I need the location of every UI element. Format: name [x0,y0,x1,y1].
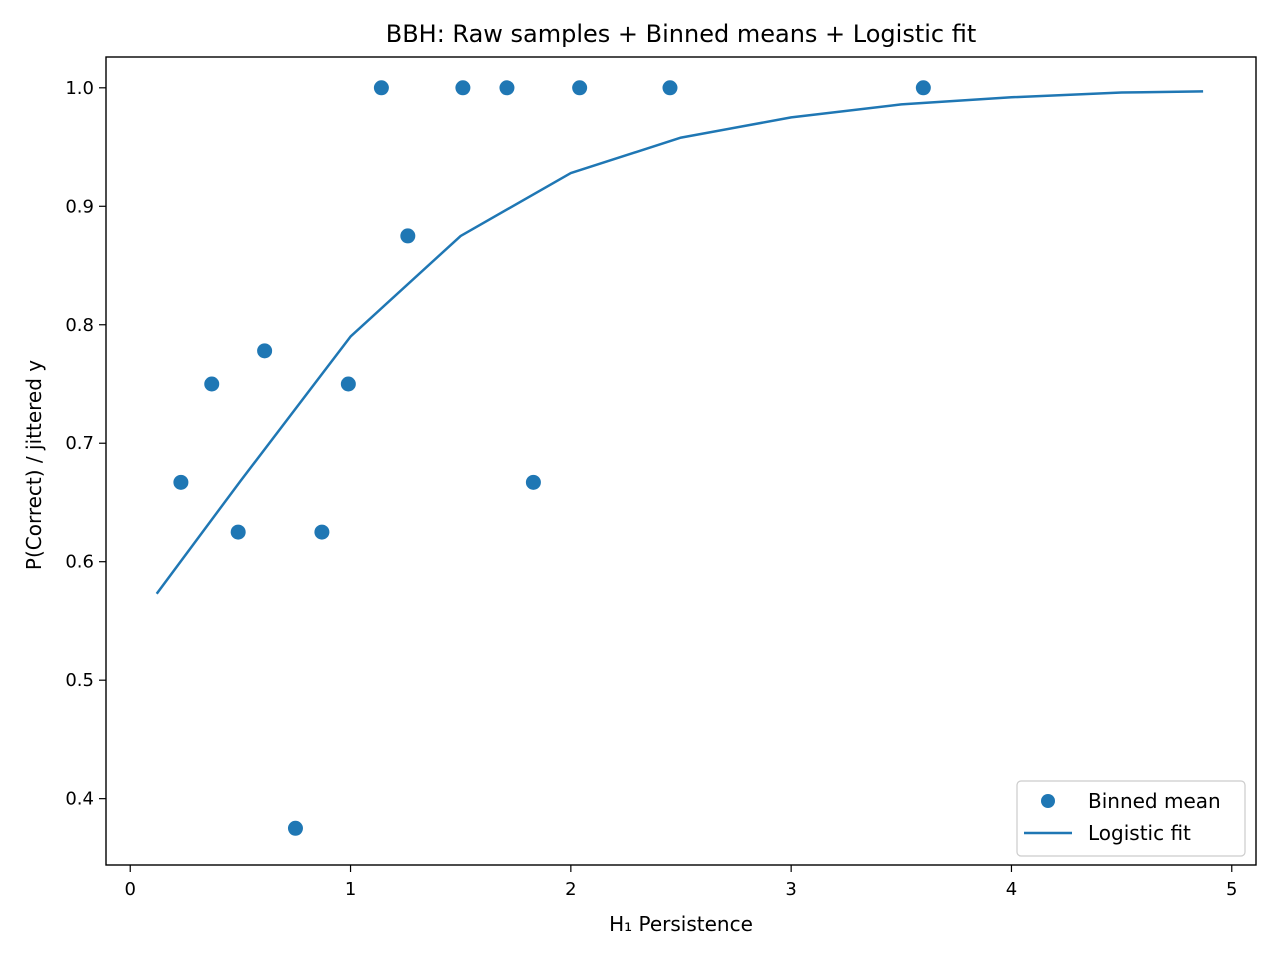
binned-mean-point [204,376,220,392]
x-tick-label: 3 [785,879,796,900]
legend: Binned mean Logistic fit [1016,780,1246,857]
binned-mean-point [455,80,471,96]
legend-label-binned-mean: Binned mean [1088,789,1221,813]
binned-mean-point [525,474,541,490]
y-axis-ticks: 0.4 0.5 0.6 0.7 0.8 0.9 1.0 [65,78,106,810]
legend-marker-binned-mean [1041,794,1055,808]
x-tick-label: 1 [345,879,356,900]
logistic-fit-line [155,90,1204,595]
x-tick-label: 5 [1226,879,1237,900]
plot-frame [105,56,1257,866]
y-tick-label: 1.0 [65,78,94,99]
chart-title: BBH: Raw samples + Binned means + Logist… [386,20,977,48]
plot-area [155,80,1204,836]
y-tick-label: 0.7 [65,433,94,454]
binned-mean-point [662,80,678,96]
x-tick-label: 0 [125,879,136,900]
binned-mean-point [915,80,931,96]
legend-label-logistic-fit: Logistic fit [1088,821,1191,845]
x-tick-label: 2 [565,879,576,900]
y-tick-label: 0.5 [65,670,94,691]
x-axis-label: H₁ Persistence [609,912,753,936]
x-axis-ticks: 0 1 2 3 4 5 [125,865,1237,900]
binned-mean-point [572,80,588,96]
binned-mean-point [499,80,515,96]
binned-mean-point [230,524,246,540]
binned-mean-point [340,376,356,392]
y-tick-label: 0.6 [65,552,94,573]
binned-mean-point [257,343,273,359]
binned-mean-point [287,820,303,836]
binned-mean-point [173,474,189,490]
y-tick-label: 0.8 [65,315,94,336]
y-tick-label: 0.9 [65,196,94,217]
y-axis-label: P(Correct) / jittered y [22,360,46,570]
binned-mean-point [314,524,330,540]
binned-mean-point [400,228,416,244]
legend-box [1016,780,1246,857]
y-tick-label: 0.4 [65,789,94,810]
x-tick-label: 4 [1006,879,1017,900]
binned-mean-point [373,80,389,96]
